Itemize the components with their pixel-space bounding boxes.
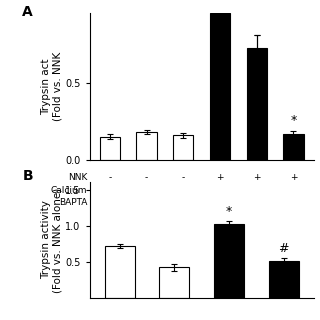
Bar xyxy=(247,48,267,160)
Y-axis label: Trypsin activity
(Fold vs. NNK alone): Trypsin activity (Fold vs. NNK alone) xyxy=(41,188,62,292)
Text: BAPTA: BAPTA xyxy=(59,198,87,207)
Text: +: + xyxy=(106,186,114,195)
Bar xyxy=(100,137,120,160)
Text: +: + xyxy=(290,173,297,182)
Bar xyxy=(268,261,299,298)
Text: *: * xyxy=(226,205,232,218)
Bar xyxy=(173,135,193,160)
Text: B: B xyxy=(22,169,33,183)
Text: Calcium: Calcium xyxy=(51,186,87,195)
Text: -: - xyxy=(292,186,295,195)
Text: +: + xyxy=(290,198,297,207)
Text: -: - xyxy=(255,186,258,195)
Text: NNK: NNK xyxy=(68,173,87,182)
Text: -: - xyxy=(145,173,148,182)
Text: -: - xyxy=(182,186,185,195)
Text: +: + xyxy=(216,186,224,195)
Text: -: - xyxy=(218,198,221,207)
Text: #: # xyxy=(278,242,289,255)
Bar xyxy=(214,224,244,298)
Text: -: - xyxy=(145,186,148,195)
Text: +: + xyxy=(216,173,224,182)
Text: *: * xyxy=(290,114,297,127)
Bar xyxy=(136,132,156,160)
Bar xyxy=(283,134,303,160)
Bar xyxy=(105,246,135,298)
Bar xyxy=(210,13,230,160)
Text: -: - xyxy=(108,198,111,207)
Text: -: - xyxy=(108,173,111,182)
Text: -: - xyxy=(182,173,185,182)
Y-axis label: Trypsin act
(Fold vs. NNK: Trypsin act (Fold vs. NNK xyxy=(41,52,62,121)
Text: +: + xyxy=(180,198,187,207)
Text: -: - xyxy=(145,198,148,207)
Text: -: - xyxy=(255,198,258,207)
Bar xyxy=(159,268,189,298)
Text: A: A xyxy=(22,5,33,20)
Text: +: + xyxy=(253,173,260,182)
